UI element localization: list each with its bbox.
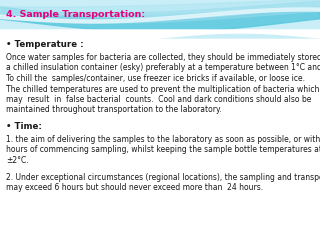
Text: 1. the aim of delivering the samples to the laboratory as soon as possible, or w: 1. the aim of delivering the samples to … [6, 135, 320, 144]
Text: Once water samples for bacteria are collected, they should be immediately stored: Once water samples for bacteria are coll… [6, 53, 320, 62]
Text: • Time:: • Time: [6, 122, 42, 131]
Text: To chill the  samples/container, use freezer ice bricks if available, or loose i: To chill the samples/container, use free… [6, 74, 305, 83]
Text: a chilled insulation container (esky) preferably at a temperature between 1°C an: a chilled insulation container (esky) pr… [6, 64, 320, 72]
Text: 4. Sample Transportation:: 4. Sample Transportation: [6, 10, 145, 19]
Text: The chilled temperatures are used to prevent the multiplication of bacteria whic: The chilled temperatures are used to pre… [6, 84, 319, 94]
Text: 2. Under exceptional circumstances (regional locations), the sampling and transp: 2. Under exceptional circumstances (regi… [6, 173, 320, 181]
Text: hours of commencing sampling, whilst keeping the sample bottle temperatures at 4: hours of commencing sampling, whilst kee… [6, 145, 320, 155]
Text: maintained throughout transportation to the laboratory.: maintained throughout transportation to … [6, 106, 222, 114]
Text: ±2°C.: ±2°C. [6, 156, 28, 165]
Text: may exceed 6 hours but should never exceed more than  24 hours.: may exceed 6 hours but should never exce… [6, 183, 263, 192]
Text: may  result  in  false bacterial  counts.  Cool and dark conditions should also : may result in false bacterial counts. Co… [6, 95, 311, 104]
Text: • Temperature :: • Temperature : [6, 40, 84, 49]
